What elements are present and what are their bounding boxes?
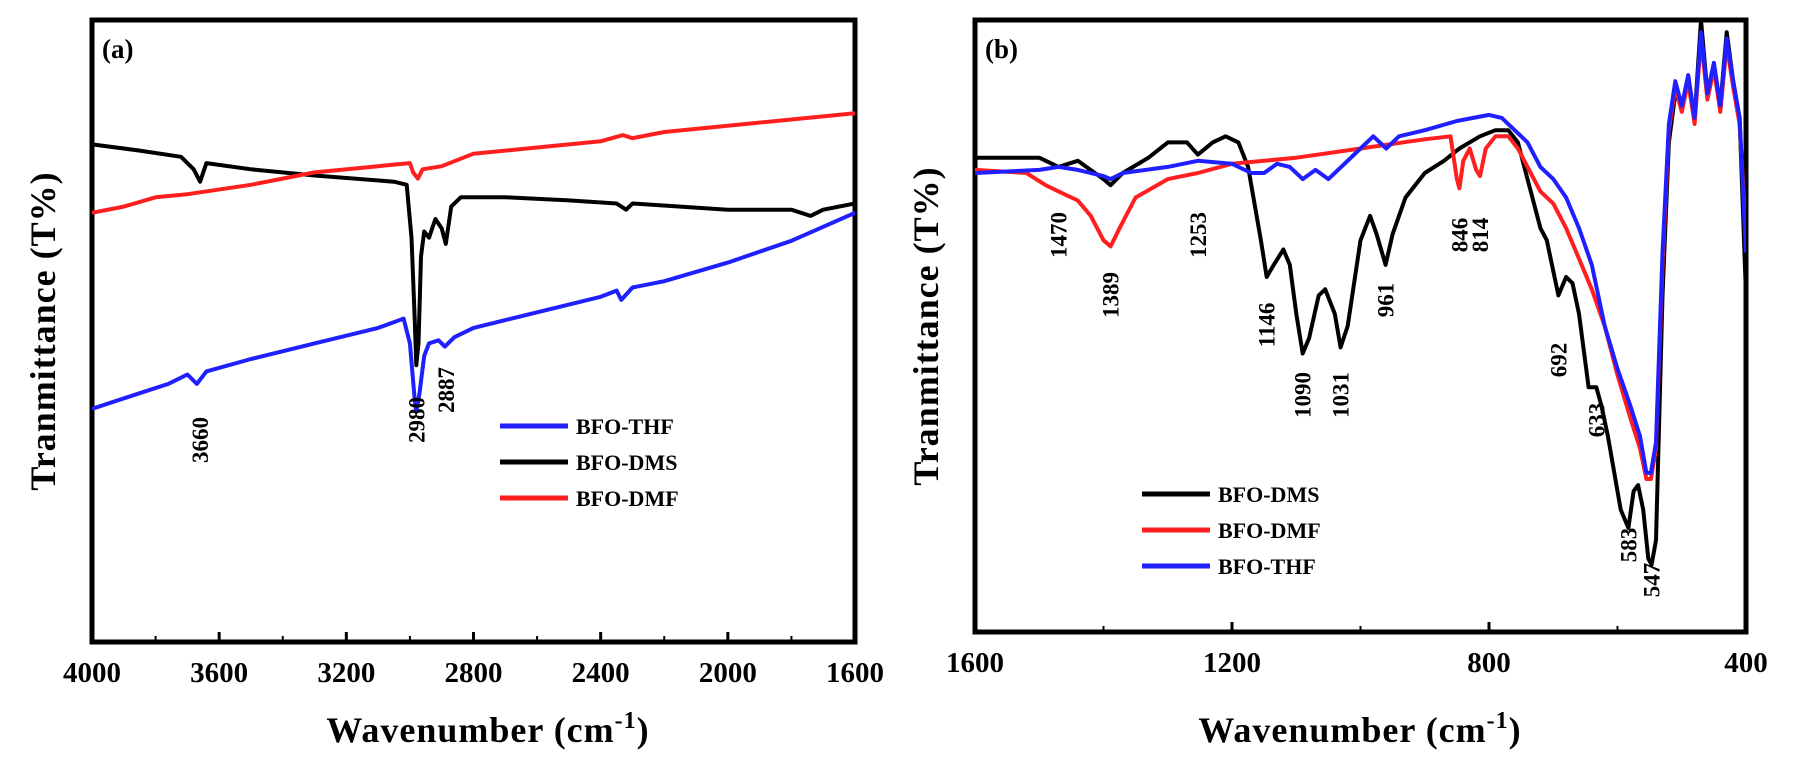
peak-label-846: 846 (1447, 218, 1472, 253)
y-axis-label-a: Tranmittance (T%) (23, 171, 63, 490)
series-line-bfo-thf (92, 210, 855, 414)
x-tick-label-b: 800 (1467, 647, 1511, 679)
peak-label-1090: 1090 (1291, 372, 1316, 418)
peak-label-2980: 2980 (404, 397, 429, 443)
peak-label-1146: 1146 (1255, 303, 1280, 348)
series-lines-a (92, 111, 855, 414)
x-tick-label-b: 400 (1724, 647, 1768, 679)
peak-label-547: 547 (1640, 563, 1665, 598)
x-tick-label-b: 1200 (1203, 647, 1261, 679)
chart-panel-a: 4000 3600 3200 2800 2400 2000 1600 3660 2980288… (23, 17, 884, 750)
peak-label-814: 814 (1468, 217, 1493, 252)
peak-label-961: 961 (1374, 283, 1399, 318)
series-line-bfo-thf (975, 30, 1746, 475)
peak-label-2887: 2887 (434, 367, 459, 413)
peak-label-633: 633 (1584, 403, 1609, 438)
x-ticks-a: 4000 3600 3200 2800 2400 2000 1600 (63, 632, 884, 689)
panel-label-a: (a) (102, 34, 133, 64)
peak-label-1470: 1470 (1047, 212, 1072, 258)
plot-frame-a (89, 17, 858, 645)
panel-label-b: (b) (985, 34, 1018, 64)
y-axis-label-b: Tranmittance (T%) (906, 166, 946, 485)
x-axis-label-b: Wavenumber (cm-1) (1198, 708, 1521, 750)
x-tick-label-a: 2000 (699, 657, 757, 689)
peak-label-1031: 1031 (1329, 372, 1354, 418)
series-lines-b (975, 20, 1746, 567)
x-tick-label-a: 2800 (445, 657, 503, 689)
peak-label-1253: 1253 (1186, 212, 1211, 258)
x-tick-label-a: 1600 (826, 657, 884, 689)
legend-label-bfo-dmf: BFO-DMF (576, 486, 679, 511)
x-tick-label-a: 3600 (190, 657, 248, 689)
peak-label-583: 583 (1616, 528, 1641, 563)
x-tick-label-a: 2400 (572, 657, 630, 689)
peak-label-1389: 1389 (1099, 272, 1124, 318)
peak-label-3660: 3660 (188, 417, 213, 463)
series-line-bfo-dmf (92, 111, 855, 215)
chart-panel-b: 1600 1200 800 400 1470 1389 1253 1146 1090 1031 9… (906, 17, 1768, 750)
peak-label-692: 692 (1546, 343, 1571, 378)
x-tick-label-a: 4000 (63, 657, 121, 689)
legend-label-bfo-dms: BFO-DMS (576, 450, 677, 475)
legend-label-bfo-thf: BFO-THF (576, 414, 674, 439)
legend-label-bfo-dms: BFO-DMS (1218, 482, 1319, 507)
legend-label-bfo-thf: BFO-THF (1218, 554, 1316, 579)
series-line-bfo-dms (92, 142, 855, 368)
series-line-bfo-dmf (975, 36, 1746, 481)
x-tick-label-b: 1600 (946, 647, 1004, 679)
x-tick-label-a: 3200 (317, 657, 375, 689)
x-axis-label-a: Wavenumber (cm-1) (326, 708, 649, 750)
legend-label-bfo-dmf: BFO-DMF (1218, 518, 1321, 543)
legend-b: BFO-DMS BFO-DMF BFO-THF (1142, 482, 1321, 579)
legend-a: BFO-THF BFO-DMS BFO-DMF (500, 414, 679, 511)
series-line-bfo-dms (975, 20, 1746, 567)
x-ticks-b: 1600 1200 800 400 (946, 622, 1768, 679)
